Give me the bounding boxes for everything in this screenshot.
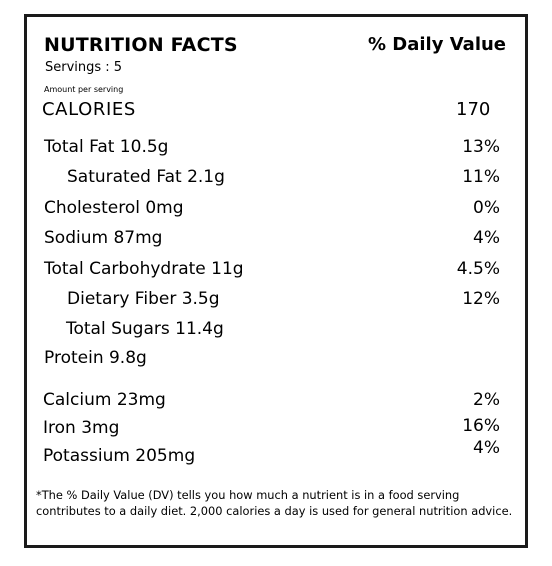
mineral-label-iron: Iron 3mg [43,418,120,438]
servings-text: Servings : 5 [45,60,123,75]
nutrient-dv-saturated-fat: 11% [462,167,500,187]
nutrient-dv-dietary-fiber: 12% [462,289,500,309]
nutrient-label-saturated-fat: Saturated Fat 2.1g [67,167,225,187]
nutrient-dv-total-fat: 13% [462,137,500,157]
mineral-dv-calcium: 2% [473,390,500,410]
nutrient-dv-total-carbohydrate: 4.5% [456,259,500,279]
nutrient-label-total-fat: Total Fat 10.5g [44,137,169,157]
nutrient-label-total-sugars: Total Sugars 11.4g [66,319,224,339]
nutrient-label-sodium: Sodium 87mg [44,228,163,248]
nutrition-label-border [24,14,528,548]
nutrient-label-protein: Protein 9.8g [44,348,147,368]
amount-per-serving-text: Amount per serving [44,85,124,94]
mineral-dv-potassium: 4% [473,438,500,458]
nutrient-label-cholesterol: Cholesterol 0mg [44,198,184,218]
footnote-text: *The % Daily Value (DV) tells you how mu… [36,488,513,518]
nutrient-label-dietary-fiber: Dietary Fiber 3.5g [67,289,220,309]
mineral-label-calcium: Calcium 23mg [43,390,166,410]
label-title: NUTRITION FACTS [44,34,238,56]
daily-value-header: % Daily Value [368,34,507,55]
calories-value: 170 [456,99,491,120]
calories-label: CALORIES [42,99,136,120]
nutrient-dv-sodium: 4% [473,228,500,248]
nutrient-label-total-carbohydrate: Total Carbohydrate 11g [44,259,244,279]
mineral-label-potassium: Potassium 205mg [43,446,196,466]
mineral-dv-iron: 16% [462,416,500,436]
nutrient-dv-cholesterol: 0% [473,198,500,218]
